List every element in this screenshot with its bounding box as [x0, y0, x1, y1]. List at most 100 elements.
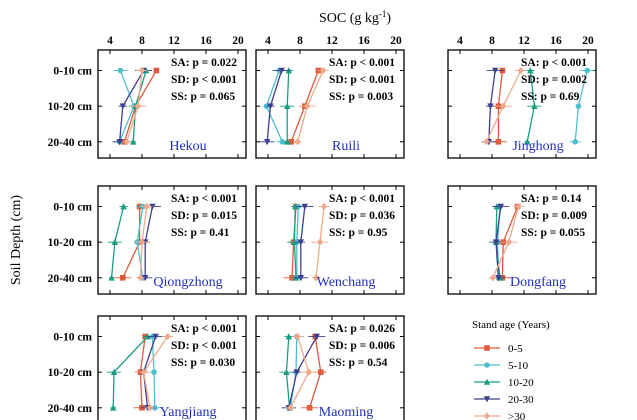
panel-frame — [97, 315, 247, 420]
data-point — [572, 139, 578, 145]
data-point — [320, 66, 327, 75]
series->30 — [135, 332, 174, 412]
data-point — [305, 368, 312, 376]
x-tick-label: 8 — [297, 35, 303, 47]
stat-label: SS: p = 0.055 — [521, 227, 585, 239]
stat-label: SS: p = 0.030 — [171, 357, 235, 369]
panel-maoming: SA: p = 0.026 SD: p = 0.006 SS: p = 0.54 Ma… — [255, 315, 405, 420]
stat-label: SA: p = 0.022 — [171, 57, 237, 69]
data-point — [110, 368, 118, 375]
data-point — [110, 404, 117, 411]
data-point — [527, 67, 534, 74]
depth-tick-label: 20-40 cm — [48, 137, 93, 149]
data-point — [284, 102, 291, 109]
stat-label: SD: p < 0.001 — [171, 74, 237, 86]
legend-label: 20-30 — [508, 394, 534, 406]
legend-item->30: >30 — [474, 411, 526, 420]
data-point — [297, 275, 304, 282]
legend-item-20-30: 20-30 — [474, 394, 534, 406]
panel-title: Qiongzhong — [153, 275, 222, 290]
data-point — [495, 275, 502, 282]
data-point — [497, 203, 504, 210]
data-point — [291, 238, 298, 245]
panel-frame — [97, 185, 247, 295]
data-point — [152, 333, 159, 340]
stat-label: SA: p < 0.001 — [171, 323, 237, 335]
stat-label: SS: p = 0.69 — [521, 91, 580, 103]
data-point — [301, 203, 308, 210]
x-tick-label: 8 — [489, 35, 495, 47]
panel-jinghong: 4 8 12 16 20 SA: p < 0.001 SD: p = 0.002 SS: p … — [447, 35, 597, 159]
panel-yangjiang: 0-10 cm 10-20 cm 20-40 cm SA: p < 0.001 SD: … — [48, 315, 247, 420]
data-point — [152, 405, 158, 411]
data-point — [108, 274, 115, 281]
legend-marker — [483, 378, 491, 385]
x-tick-label: 20 — [232, 35, 244, 47]
series-5-10 — [569, 67, 595, 145]
data-point — [138, 66, 146, 75]
panel-hekou: 4 8 12 16 20 0-10 cm 10-20 cm 20-40 cm SA: p = 0… — [48, 35, 247, 159]
data-point — [130, 138, 137, 145]
data-point — [294, 332, 301, 341]
series-10-20 — [107, 203, 128, 281]
panel-title: Hekou — [169, 139, 206, 154]
series->30 — [482, 66, 527, 146]
stat-label: SD: p < 0.001 — [329, 74, 395, 86]
panel-title: Wenchang — [317, 275, 376, 290]
x-tick-label: 16 — [358, 35, 370, 47]
series-20-30 — [260, 67, 291, 146]
data-point — [320, 202, 328, 211]
x-tick-label: 16 — [200, 35, 212, 47]
stat-label: SS: p = 0.003 — [329, 91, 393, 103]
data-point — [483, 138, 490, 146]
data-point — [279, 139, 286, 145]
data-point — [515, 202, 522, 211]
data-point — [164, 332, 171, 341]
x-tick-label: 4 — [265, 35, 271, 47]
data-point — [306, 405, 313, 411]
data-point — [119, 103, 126, 110]
data-point — [304, 102, 311, 110]
legend-item-5-10: 5-10 — [474, 360, 529, 372]
data-point — [137, 274, 144, 282]
depth-tick-label: 0-10 cm — [53, 66, 92, 78]
stat-label: SA: p < 0.001 — [521, 57, 587, 69]
panel-title: Dongfang — [510, 275, 566, 290]
x-tick-label: 20 — [390, 35, 402, 47]
x-tick-label: 4 — [107, 35, 113, 47]
panel-frame — [255, 315, 405, 420]
data-point — [140, 368, 147, 376]
data-point — [285, 333, 292, 340]
data-point — [487, 103, 494, 110]
stat-label: SD: p = 0.006 — [329, 340, 395, 352]
x-tick-label: 20 — [582, 35, 594, 47]
data-point — [495, 139, 502, 145]
panel-title: Yangjiang — [160, 405, 217, 420]
depth-tick-label: 0-10 cm — [53, 332, 92, 344]
data-point — [264, 139, 271, 146]
data-point — [575, 103, 582, 109]
stat-label: SS: p = 0.41 — [171, 227, 230, 239]
data-point — [316, 238, 324, 246]
stat-label: SA: p = 0.14 — [521, 193, 581, 205]
legend-item-10-20: 10-20 — [474, 377, 534, 389]
data-point — [111, 238, 118, 245]
panel-frame — [255, 185, 405, 295]
panel-ruili: 4 8 12 16 20 SA: p < 0.001 SD: p < 0.001 SS: p … — [255, 35, 405, 159]
data-point — [120, 203, 127, 210]
panel-title: Ruili — [332, 139, 360, 154]
legend-marker — [483, 396, 491, 403]
data-point — [151, 369, 157, 375]
legend-label: 5-10 — [508, 360, 529, 372]
panel-title: Jinghong — [512, 139, 563, 154]
panel-title: Maoming — [319, 405, 373, 420]
x-tick-label: 8 — [139, 35, 145, 47]
stat-label: SD: p < 0.001 — [171, 340, 237, 352]
depth-tick-label: 0-10 cm — [53, 202, 92, 214]
y-axis-title: Soil Depth (cm) — [9, 195, 24, 286]
data-point — [505, 238, 512, 246]
stat-label: SD: p = 0.015 — [171, 210, 237, 222]
data-point — [288, 139, 294, 145]
series-10-20 — [524, 67, 542, 145]
